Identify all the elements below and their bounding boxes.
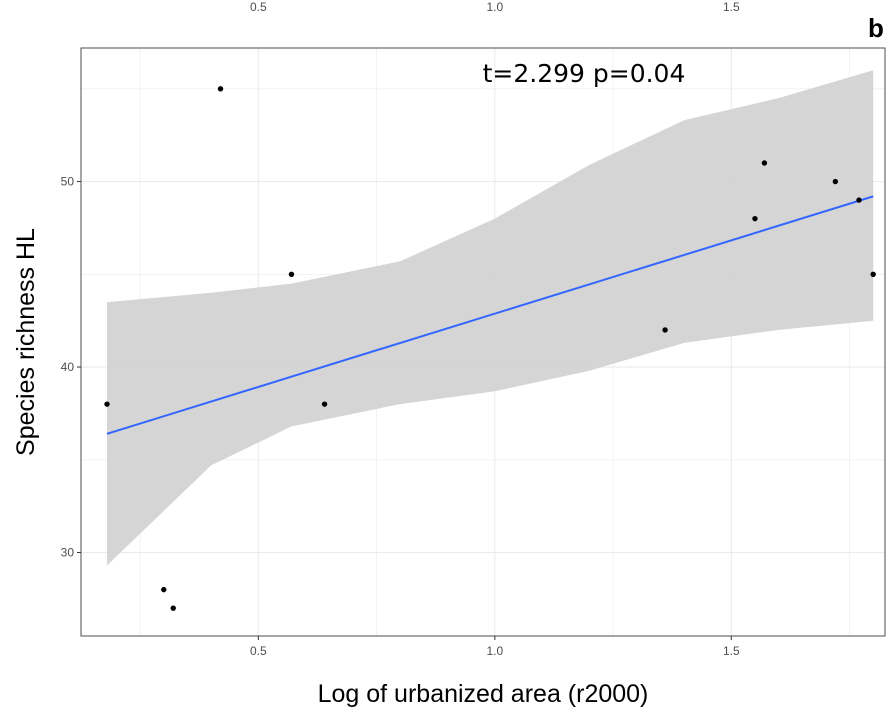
y-tick-label: 50 bbox=[61, 175, 75, 189]
y-axis-title: Species richness HL bbox=[12, 228, 40, 456]
data-point bbox=[870, 271, 876, 277]
x-tick-label: 1.5 bbox=[723, 644, 740, 658]
y-tick-label: 30 bbox=[61, 546, 75, 560]
data-point bbox=[104, 401, 110, 407]
data-point bbox=[662, 327, 668, 333]
data-point bbox=[170, 605, 176, 611]
data-point bbox=[288, 271, 295, 277]
x-axis-title: Log of urbanized area (r2000) bbox=[318, 680, 649, 708]
x-tick-label: 0.5 bbox=[250, 644, 267, 658]
data-point bbox=[832, 178, 839, 185]
data-point bbox=[752, 215, 758, 222]
top-x-tick-label: 1.0 bbox=[486, 0, 503, 14]
panel-label: b bbox=[868, 13, 884, 43]
data-point bbox=[321, 401, 328, 407]
top-x-tick-label: 0.5 bbox=[250, 0, 267, 14]
y-tick-label: 40 bbox=[61, 360, 75, 374]
top-tick-labels: 0.5 1.0 1.5 bbox=[250, 0, 740, 14]
data-points bbox=[104, 86, 876, 611]
top-x-tick-label: 1.5 bbox=[723, 0, 740, 14]
data-point bbox=[856, 197, 862, 203]
confidence-band bbox=[107, 70, 874, 566]
fit-line bbox=[106, 195, 874, 435]
data-point bbox=[761, 160, 768, 166]
annotation-stats: t=2.299 p=0.04 bbox=[483, 59, 686, 88]
panel-border bbox=[80, 47, 886, 637]
x-tick-label: 1.0 bbox=[486, 644, 503, 658]
data-point bbox=[161, 586, 167, 593]
x-axis-ticks: 0.5 1.0 1.5 bbox=[250, 636, 740, 658]
data-point bbox=[217, 86, 224, 92]
y-axis-ticks: 30 40 50 bbox=[61, 175, 81, 560]
